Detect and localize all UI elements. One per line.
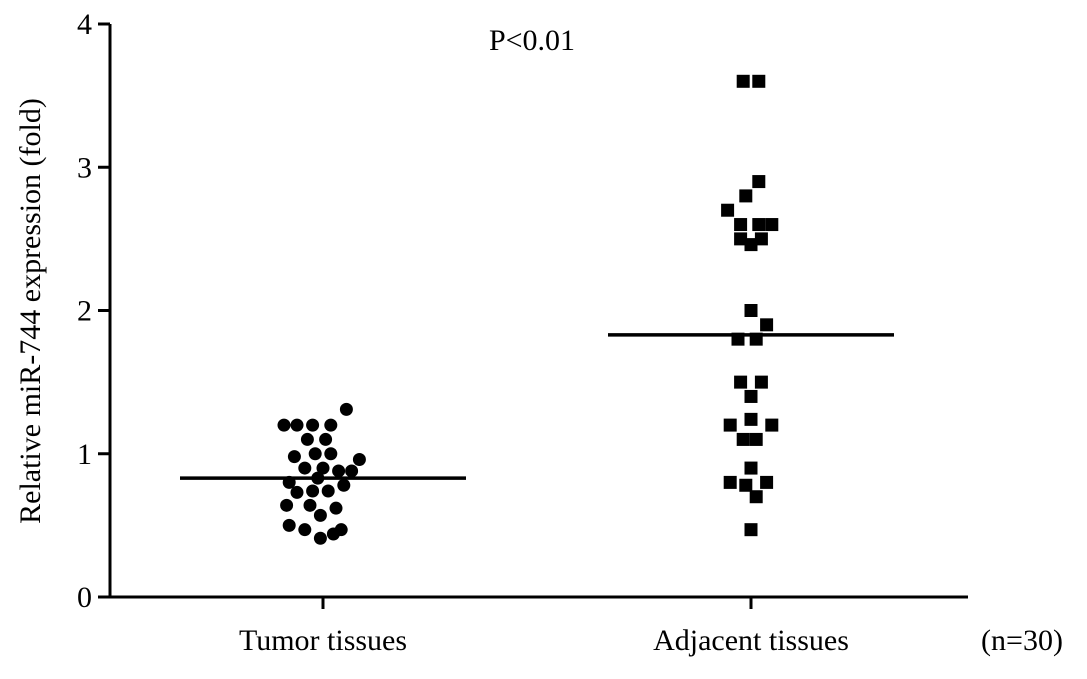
data-point-circle (319, 432, 333, 446)
data-marks (180, 74, 894, 545)
data-point-circle (352, 452, 366, 466)
data-point-circle (282, 518, 296, 532)
data-point-circle (313, 531, 327, 545)
sample-size-note: (n=30) (981, 624, 1063, 657)
y-tick-label: 3 (77, 151, 92, 184)
data-point-circle (345, 464, 359, 478)
data-point-circle (306, 418, 320, 432)
data-point-circle (287, 450, 301, 464)
data-point-square (765, 418, 779, 432)
data-point-square (723, 418, 737, 432)
data-point-circle (290, 485, 304, 499)
y-tick-label: 0 (77, 581, 92, 614)
data-point-square (760, 318, 774, 332)
data-point-square (744, 238, 758, 252)
data-point-square (736, 74, 750, 88)
x-ticks: Tumor tissues Adjacent tissues (239, 597, 849, 657)
data-point-circle (306, 484, 320, 498)
data-point-square (744, 412, 758, 426)
data-point-square (744, 304, 758, 317)
data-point-circle (290, 418, 304, 432)
data-point-circle (337, 478, 351, 492)
data-point-circle (339, 402, 353, 416)
data-point-circle (324, 447, 338, 461)
data-point-circle (313, 508, 327, 522)
data-point-square (744, 389, 758, 403)
data-point-square (721, 203, 735, 217)
data-point-square (723, 475, 737, 489)
data-point-circle (280, 498, 294, 512)
data-point-square (744, 461, 758, 475)
data-point-square (744, 523, 758, 537)
y-ticks: 0 1 2 3 4 (77, 8, 110, 614)
data-point-square (749, 490, 763, 504)
data-point-square (754, 232, 768, 246)
data-point-square (752, 175, 766, 189)
y-axis-label: Relative miR-744 expression (fold) (14, 98, 47, 524)
data-point-circle (316, 461, 330, 475)
y-tick-label: 1 (77, 438, 92, 471)
axes (108, 24, 968, 599)
data-point-square (734, 375, 748, 389)
data-point-circle (298, 523, 312, 537)
data-point-square (739, 189, 753, 203)
data-point-circle (326, 527, 340, 541)
data-point-circle (324, 418, 338, 432)
data-point-square (752, 74, 766, 88)
data-point-square (749, 432, 763, 446)
data-point-circle (332, 464, 346, 478)
p-value-annotation: P<0.01 (489, 24, 575, 57)
data-point-square (760, 475, 774, 489)
y-tick-label: 2 (77, 295, 92, 328)
data-point-circle (277, 418, 291, 432)
data-point-square (765, 218, 779, 232)
data-point-circle (298, 461, 312, 475)
data-point-square (754, 375, 768, 389)
data-point-square (739, 478, 753, 492)
data-point-circle (303, 498, 317, 512)
data-point-circle (300, 432, 314, 446)
data-point-square (752, 218, 766, 232)
data-point-square (736, 432, 750, 446)
data-point-square (734, 232, 748, 246)
x-category-label: Adjacent tissues (653, 624, 849, 657)
x-category-label: Tumor tissues (239, 624, 407, 657)
data-point-square (734, 218, 748, 232)
data-point-circle (308, 447, 322, 461)
data-point-circle (329, 501, 343, 515)
y-tick-label: 4 (77, 8, 92, 41)
data-point-circle (321, 484, 335, 498)
